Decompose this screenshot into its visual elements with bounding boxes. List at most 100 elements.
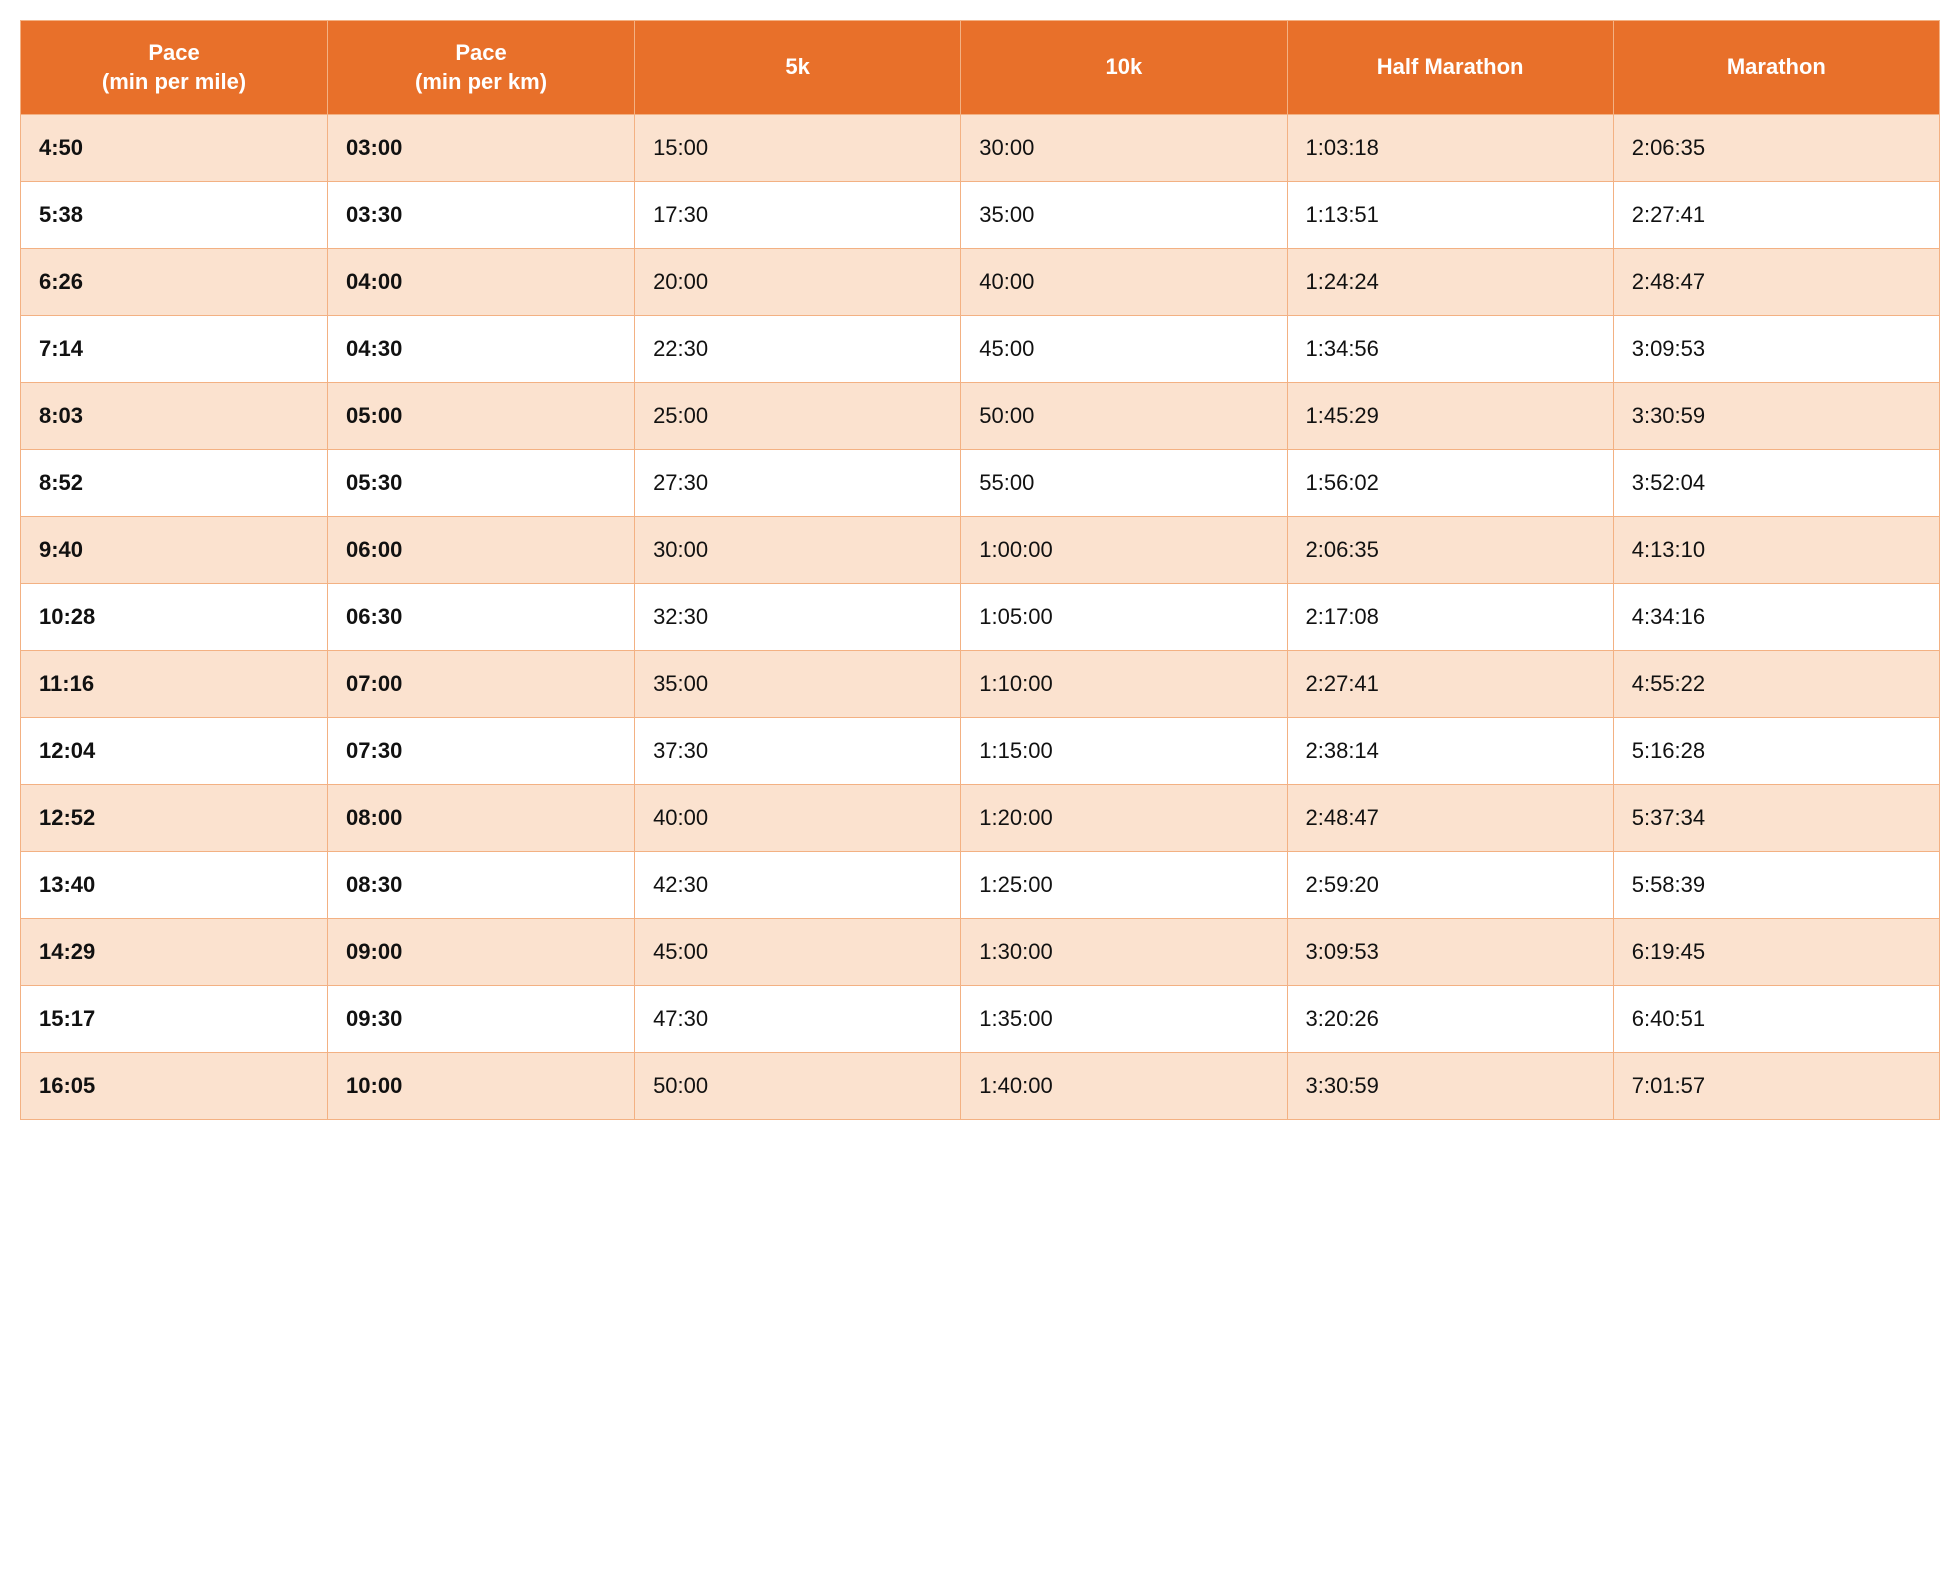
- table-cell: 7:01:57: [1613, 1053, 1939, 1120]
- table-cell: 1:40:00: [961, 1053, 1287, 1120]
- table-cell: 1:34:56: [1287, 316, 1613, 383]
- table-cell: 2:38:14: [1287, 718, 1613, 785]
- col-header-line1: Half Marathon: [1377, 54, 1524, 79]
- table-cell: 9:40: [21, 517, 328, 584]
- table-cell: 4:50: [21, 115, 328, 182]
- table-row: 13:4008:3042:301:25:002:59:205:58:39: [21, 852, 1940, 919]
- pace-chart-head: Pace(min per mile) Pace (min per km) 5k 10k H…: [21, 21, 1940, 115]
- table-cell: 17:30: [635, 182, 961, 249]
- table-cell: 11:16: [21, 651, 328, 718]
- table-cell: 40:00: [635, 785, 961, 852]
- table-row: 12:5208:0040:001:20:002:48:475:37:34: [21, 785, 1940, 852]
- table-cell: 16:05: [21, 1053, 328, 1120]
- table-cell: 13:40: [21, 852, 328, 919]
- table-row: 14:2909:0045:001:30:003:09:536:19:45: [21, 919, 1940, 986]
- col-header-line1: 10k: [1106, 54, 1143, 79]
- table-cell: 15:17: [21, 986, 328, 1053]
- table-row: 10:2806:3032:301:05:002:17:084:34:16: [21, 584, 1940, 651]
- table-cell: 50:00: [635, 1053, 961, 1120]
- table-cell: 47:30: [635, 986, 961, 1053]
- table-row: 12:0407:3037:301:15:002:38:145:16:28: [21, 718, 1940, 785]
- table-cell: 1:13:51: [1287, 182, 1613, 249]
- table-cell: 22:30: [635, 316, 961, 383]
- table-row: 8:5205:3027:3055:001:56:023:52:04: [21, 450, 1940, 517]
- table-cell: 2:27:41: [1613, 182, 1939, 249]
- col-header-line1: Marathon: [1727, 54, 1826, 79]
- table-cell: 37:30: [635, 718, 961, 785]
- table-cell: 15:00: [635, 115, 961, 182]
- table-cell: 55:00: [961, 450, 1287, 517]
- table-cell: 42:30: [635, 852, 961, 919]
- col-header-line1: 5k: [785, 54, 809, 79]
- table-cell: 12:52: [21, 785, 328, 852]
- table-cell: 3:20:26: [1287, 986, 1613, 1053]
- col-header-5: Marathon: [1613, 21, 1939, 115]
- col-header-line2: (min per km): [415, 69, 547, 94]
- table-cell: 27:30: [635, 450, 961, 517]
- table-cell: 3:09:53: [1613, 316, 1939, 383]
- table-cell: 1:10:00: [961, 651, 1287, 718]
- col-header-line1: Pace: [455, 40, 506, 65]
- table-cell: 3:52:04: [1613, 450, 1939, 517]
- table-cell: 4:13:10: [1613, 517, 1939, 584]
- table-cell: 32:30: [635, 584, 961, 651]
- table-row: 5:3803:3017:3035:001:13:512:27:41: [21, 182, 1940, 249]
- table-cell: 09:30: [328, 986, 635, 1053]
- table-cell: 2:48:47: [1613, 249, 1939, 316]
- table-cell: 3:30:59: [1613, 383, 1939, 450]
- col-header-4: Half Marathon: [1287, 21, 1613, 115]
- table-cell: 6:26: [21, 249, 328, 316]
- pace-chart-table: Pace(min per mile) Pace (min per km) 5k 10k H…: [20, 20, 1940, 1120]
- table-cell: 3:09:53: [1287, 919, 1613, 986]
- col-header-0: Pace(min per mile): [21, 21, 328, 115]
- table-cell: 1:30:00: [961, 919, 1287, 986]
- table-cell: 1:15:00: [961, 718, 1287, 785]
- col-header-2: 5k: [635, 21, 961, 115]
- table-cell: 8:03: [21, 383, 328, 450]
- table-cell: 05:30: [328, 450, 635, 517]
- table-cell: 35:00: [961, 182, 1287, 249]
- table-cell: 6:19:45: [1613, 919, 1939, 986]
- table-cell: 1:35:00: [961, 986, 1287, 1053]
- table-cell: 10:00: [328, 1053, 635, 1120]
- table-cell: 2:06:35: [1613, 115, 1939, 182]
- table-cell: 30:00: [961, 115, 1287, 182]
- table-cell: 30:00: [635, 517, 961, 584]
- table-cell: 1:03:18: [1287, 115, 1613, 182]
- table-cell: 14:29: [21, 919, 328, 986]
- table-cell: 10:28: [21, 584, 328, 651]
- table-row: 11:1607:0035:001:10:002:27:414:55:22: [21, 651, 1940, 718]
- table-cell: 05:00: [328, 383, 635, 450]
- table-cell: 03:00: [328, 115, 635, 182]
- table-cell: 40:00: [961, 249, 1287, 316]
- table-cell: 07:00: [328, 651, 635, 718]
- table-cell: 2:59:20: [1287, 852, 1613, 919]
- table-cell: 06:00: [328, 517, 635, 584]
- table-cell: 1:56:02: [1287, 450, 1613, 517]
- table-cell: 45:00: [635, 919, 961, 986]
- table-cell: 2:17:08: [1287, 584, 1613, 651]
- table-cell: 5:37:34: [1613, 785, 1939, 852]
- table-cell: 35:00: [635, 651, 961, 718]
- table-cell: 09:00: [328, 919, 635, 986]
- table-row: 4:5003:0015:0030:001:03:182:06:35: [21, 115, 1940, 182]
- table-cell: 2:48:47: [1287, 785, 1613, 852]
- table-cell: 25:00: [635, 383, 961, 450]
- table-cell: 4:34:16: [1613, 584, 1939, 651]
- table-row: 8:0305:0025:0050:001:45:293:30:59: [21, 383, 1940, 450]
- table-cell: 1:00:00: [961, 517, 1287, 584]
- table-cell: 03:30: [328, 182, 635, 249]
- table-cell: 45:00: [961, 316, 1287, 383]
- table-row: 7:1404:3022:3045:001:34:563:09:53: [21, 316, 1940, 383]
- table-cell: 1:20:00: [961, 785, 1287, 852]
- header-row: Pace(min per mile) Pace (min per km) 5k 10k H…: [21, 21, 1940, 115]
- table-row: 6:2604:0020:0040:001:24:242:48:47: [21, 249, 1940, 316]
- table-cell: 5:38: [21, 182, 328, 249]
- table-cell: 20:00: [635, 249, 961, 316]
- col-header-line2: (min per mile): [102, 69, 246, 94]
- table-cell: 2:06:35: [1287, 517, 1613, 584]
- table-cell: 04:00: [328, 249, 635, 316]
- table-cell: 04:30: [328, 316, 635, 383]
- table-cell: 1:05:00: [961, 584, 1287, 651]
- table-cell: 1:24:24: [1287, 249, 1613, 316]
